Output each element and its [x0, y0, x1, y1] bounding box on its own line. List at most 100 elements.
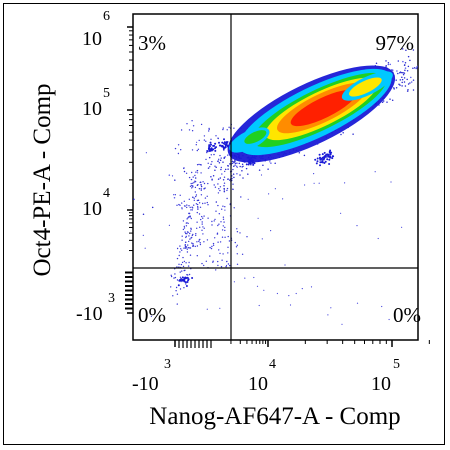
event-dot: [239, 165, 241, 168]
event-dot: [195, 234, 197, 237]
x-tick-label-1e5: 10 5: [371, 357, 400, 395]
event-dot: [185, 236, 187, 239]
event-dot: [395, 79, 397, 81]
event-dot: [402, 60, 404, 63]
density-contour: [244, 130, 267, 144]
svg-text:10: 10: [82, 198, 102, 220]
event-dot: [228, 126, 230, 128]
event-dot: [192, 186, 194, 188]
event-dot: [403, 77, 406, 79]
event-dot: [315, 162, 318, 165]
event-dot: [184, 244, 186, 246]
event-dot: [179, 288, 182, 290]
event-dot: [185, 225, 188, 227]
event-dot: [203, 227, 205, 229]
quadrant-bottom-left-label: 0%: [138, 303, 166, 327]
event-dot: [186, 276, 189, 279]
event-dot: [201, 221, 203, 223]
event-dot: [206, 308, 208, 310]
event-dot: [406, 78, 408, 81]
event-dot: [197, 184, 199, 186]
event-dot: [223, 221, 225, 223]
event-dot: [194, 191, 196, 193]
event-dot: [212, 260, 214, 262]
event-dot: [344, 182, 346, 184]
event-dot: [398, 83, 400, 86]
event-dot: [284, 264, 286, 266]
svg-text:10: 10: [82, 28, 102, 50]
event-dot: [427, 49, 429, 51]
event-dot: [188, 205, 190, 207]
event-dot: [441, 57, 443, 59]
event-dot: [401, 85, 403, 87]
event-dot: [196, 203, 199, 206]
event-dot: [210, 247, 213, 250]
event-dot: [181, 261, 184, 264]
event-dot: [188, 129, 191, 131]
svg-text:4: 4: [269, 357, 276, 372]
event-dot: [170, 275, 173, 278]
event-dot: [234, 162, 237, 165]
event-dot: [232, 188, 234, 191]
event-dot: [192, 245, 195, 247]
event-dot: [393, 87, 395, 89]
event-dot: [405, 49, 407, 52]
event-dot: [192, 125, 195, 127]
event-dot: [274, 188, 276, 190]
event-dot: [191, 277, 194, 279]
event-dot: [428, 74, 430, 76]
event-dot: [330, 307, 332, 309]
event-dot: [226, 187, 229, 190]
svg-text:10: 10: [82, 98, 102, 120]
event-dot: [208, 144, 211, 147]
event-dot: [227, 235, 229, 238]
event-dot: [374, 171, 376, 173]
event-dot: [318, 182, 320, 184]
event-dot: [174, 194, 176, 196]
event-dot: [179, 245, 181, 247]
event-dot: [175, 290, 177, 292]
event-dot: [174, 179, 176, 181]
event-dot: [388, 318, 390, 321]
event-dot: [245, 167, 248, 170]
event-dot: [184, 247, 186, 249]
event-dot: [223, 141, 226, 144]
event-dot: [176, 266, 178, 268]
event-dot: [224, 229, 226, 232]
event-dot: [180, 149, 182, 151]
event-dot: [184, 281, 187, 284]
event-dot: [190, 182, 192, 185]
event-dot: [217, 183, 219, 185]
event-dot: [200, 185, 203, 188]
event-dot: [232, 173, 235, 175]
event-dot: [210, 176, 212, 178]
svg-text:-10: -10: [132, 373, 159, 395]
event-dot: [215, 201, 218, 203]
event-dot: [196, 227, 198, 229]
event-dot: [185, 262, 187, 264]
event-dot: [303, 154, 306, 157]
event-dot: [222, 225, 224, 227]
event-dot: [206, 239, 209, 241]
event-dot: [417, 65, 418, 67]
event-dot: [188, 261, 190, 264]
event-dot: [242, 165, 244, 167]
event-dot: [218, 158, 220, 160]
event-dot: [229, 264, 231, 267]
event-dot: [192, 243, 194, 245]
axis-ticks: [125, 26, 430, 348]
event-dot: [270, 230, 272, 232]
event-dot: [181, 239, 183, 241]
event-dot: [316, 157, 319, 160]
event-dot: [222, 178, 225, 181]
event-dot: [181, 276, 184, 279]
event-dot: [413, 67, 416, 69]
event-dot: [422, 40, 424, 42]
event-dot: [198, 239, 200, 241]
event-dot: [211, 179, 213, 181]
event-dot: [210, 163, 212, 165]
event-dot: [270, 162, 272, 164]
event-dot: [198, 163, 200, 166]
event-dot: [440, 59, 442, 61]
event-dot: [202, 202, 204, 205]
